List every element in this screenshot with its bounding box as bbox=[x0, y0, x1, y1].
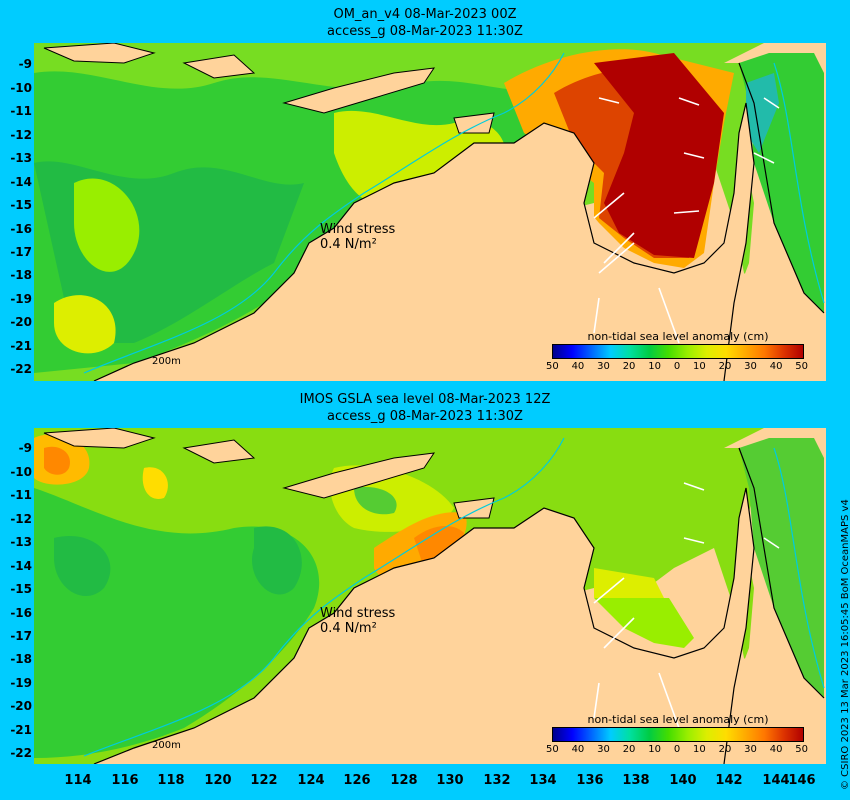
panel1-colorbar-ticks: 50 40 30 20 10 0 10 20 30 40 50 bbox=[546, 361, 808, 372]
panel1-title-line2: access_g 08-Mar-2023 11:30Z bbox=[327, 24, 523, 39]
legend-tick: 40 bbox=[571, 744, 585, 755]
y-tick: -18 bbox=[10, 652, 32, 666]
x-tick: 116 bbox=[111, 773, 139, 788]
copyright-credit: © CSIRO 2023 13 Mar 2023 16:05:45 BoM Oc… bbox=[840, 499, 850, 790]
legend-tick: 50 bbox=[546, 744, 559, 755]
panel1-wind-label: Wind stress bbox=[320, 222, 396, 237]
legend-tick: 0 bbox=[673, 744, 681, 755]
x-tick: 120 bbox=[204, 773, 232, 788]
legend-tick: 20 bbox=[622, 744, 636, 755]
x-tick: 144 bbox=[762, 773, 790, 788]
x-tick: 122 bbox=[250, 773, 278, 788]
legend-tick: 40 bbox=[769, 361, 783, 372]
panel1-title-line1: OM_an_v4 08-Mar-2023 00Z bbox=[333, 7, 517, 22]
panel1-colorbar bbox=[552, 344, 804, 359]
y-tick: -15 bbox=[10, 198, 32, 212]
y-tick: -10 bbox=[10, 81, 32, 95]
y-tick: -21 bbox=[10, 339, 32, 353]
x-tick: 146 bbox=[788, 773, 816, 788]
y-tick: -11 bbox=[10, 104, 32, 118]
panel1-legend-title: non-tidal sea level anomaly (cm) bbox=[587, 330, 769, 343]
panel1-isobath-label: 200m bbox=[152, 356, 181, 367]
x-tick: 136 bbox=[576, 773, 604, 788]
panel2-wind-units: 0.4 N/m² bbox=[320, 621, 377, 636]
legend-tick: 20 bbox=[622, 361, 636, 372]
x-tick: 126 bbox=[343, 773, 371, 788]
x-tick: 118 bbox=[157, 773, 185, 788]
panel1-map bbox=[34, 43, 826, 381]
x-tick: 124 bbox=[297, 773, 325, 788]
legend-tick: 0 bbox=[673, 361, 681, 372]
panel2-map-graphic bbox=[34, 428, 826, 764]
y-tick: -12 bbox=[10, 512, 32, 526]
y-tick: -16 bbox=[10, 606, 32, 620]
y-tick: -22 bbox=[10, 362, 32, 376]
y-tick: -9 bbox=[18, 441, 32, 455]
panel1-wind-units: 0.4 N/m² bbox=[320, 237, 377, 252]
panel2-map bbox=[34, 428, 826, 764]
y-tick: -13 bbox=[10, 151, 32, 165]
legend-tick: 50 bbox=[795, 361, 808, 372]
panel2-title-line2: access_g 08-Mar-2023 11:30Z bbox=[327, 409, 523, 424]
y-tick: -16 bbox=[10, 222, 32, 236]
panel1-map-graphic bbox=[34, 43, 826, 381]
x-tick: 134 bbox=[529, 773, 557, 788]
legend-tick: 10 bbox=[693, 744, 706, 755]
legend-tick: 10 bbox=[648, 361, 661, 372]
y-tick: -18 bbox=[10, 268, 32, 282]
panel2-title-line1: IMOS GSLA sea level 08-Mar-2023 12Z bbox=[299, 392, 551, 407]
legend-tick: 30 bbox=[597, 361, 610, 372]
y-tick: -14 bbox=[10, 175, 32, 189]
legend-tick: 10 bbox=[648, 744, 661, 755]
y-tick: -11 bbox=[10, 488, 32, 502]
y-tick: -22 bbox=[10, 746, 32, 760]
legend-tick: 20 bbox=[718, 744, 732, 755]
x-tick: 130 bbox=[436, 773, 464, 788]
y-tick: -17 bbox=[10, 245, 32, 259]
y-tick: -14 bbox=[10, 559, 32, 573]
y-tick: -12 bbox=[10, 128, 32, 142]
y-tick: -13 bbox=[10, 535, 32, 549]
y-tick: -21 bbox=[10, 723, 32, 737]
y-tick: -20 bbox=[10, 699, 32, 713]
legend-tick: 30 bbox=[597, 744, 610, 755]
x-tick: 140 bbox=[669, 773, 697, 788]
panel2-isobath-label: 200m bbox=[152, 740, 181, 751]
x-tick: 114 bbox=[64, 773, 92, 788]
y-tick: -20 bbox=[10, 315, 32, 329]
y-tick: -17 bbox=[10, 629, 32, 643]
panel2-wind-label: Wind stress bbox=[320, 606, 396, 621]
legend-tick: 40 bbox=[571, 361, 585, 372]
panel2-colorbar bbox=[552, 727, 804, 742]
x-tick: 142 bbox=[715, 773, 743, 788]
legend-tick: 10 bbox=[693, 361, 706, 372]
legend-tick: 50 bbox=[795, 744, 808, 755]
y-tick: -19 bbox=[10, 292, 32, 306]
legend-tick: 20 bbox=[718, 361, 732, 372]
panel2-legend-title: non-tidal sea level anomaly (cm) bbox=[587, 713, 769, 726]
x-tick: 132 bbox=[483, 773, 511, 788]
y-tick: -19 bbox=[10, 676, 32, 690]
legend-tick: 40 bbox=[769, 744, 783, 755]
x-tick: 138 bbox=[622, 773, 650, 788]
legend-tick: 30 bbox=[744, 744, 757, 755]
legend-tick: 50 bbox=[546, 361, 559, 372]
y-tick: -10 bbox=[10, 465, 32, 479]
panel2-colorbar-ticks: 50 40 30 20 10 0 10 20 30 40 50 bbox=[546, 744, 808, 755]
y-tick: -15 bbox=[10, 582, 32, 596]
legend-tick: 30 bbox=[744, 361, 757, 372]
x-tick: 128 bbox=[390, 773, 418, 788]
y-tick: -9 bbox=[18, 57, 32, 71]
